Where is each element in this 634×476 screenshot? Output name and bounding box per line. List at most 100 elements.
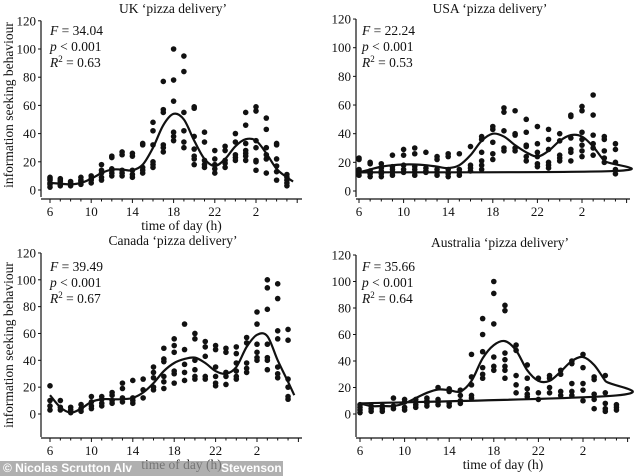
data-point [181,361,188,368]
panel-title: Australia ‘pizza delivery’ [431,235,569,250]
data-point [534,160,541,167]
data-point [467,143,474,150]
data-point [591,374,597,380]
data-point [491,278,497,285]
r-squared: R2 = 0.64 [361,290,413,306]
data-point [223,381,229,388]
data-point [479,371,486,378]
data-point [170,77,177,83]
data-point [456,166,463,173]
data-point [78,174,84,181]
data-point [401,404,408,411]
data-point [264,366,271,373]
data-point [491,367,497,374]
data-point [253,104,259,110]
data-point [513,390,519,396]
x-tick-label: 10 [398,443,411,458]
data-point [579,103,585,110]
x-tick-label: 14 [126,443,140,458]
data-point [534,123,541,130]
data-point [47,407,53,413]
data-point [401,396,408,403]
data-point [285,326,291,333]
data-point [243,365,250,372]
data-point [232,139,239,145]
data-point [457,392,464,399]
data-point [264,354,271,361]
data-point [88,403,95,409]
data-point [285,393,291,400]
x-axis-label: time of day (h) [141,218,222,233]
data-point [400,146,407,153]
data-point [478,162,485,169]
data-point [191,161,197,168]
data-point [264,306,271,313]
data-point [181,53,187,59]
data-point [233,350,240,357]
r-squared: R2 = 0.67 [49,290,101,306]
data-point [502,350,508,356]
data-point [490,139,496,146]
x-tick-label: 14 [443,443,457,458]
p-value: p < 0.001 [49,275,102,290]
data-point [523,116,530,123]
data-point [161,385,167,392]
data-point [590,112,596,118]
data-point [150,374,157,381]
y-tick-label: 100 [332,274,352,289]
data-point [546,384,553,391]
data-point [212,380,219,386]
data-point [242,157,249,164]
data-point [212,342,219,349]
data-point [545,159,552,166]
data-point [602,405,609,412]
data-point [390,395,397,401]
y-tick-label: 60 [338,98,351,113]
y-tick-label: 80 [23,70,36,85]
data-point [523,153,530,160]
data-point [612,140,619,147]
x-tick-label: 22 [208,204,221,219]
data-point [590,132,596,138]
r-squared: R2 = 0.53 [361,54,413,70]
x-tick-label: 2 [254,443,261,458]
data-point [139,140,146,147]
data-point [590,92,596,98]
y-tick-label: 60 [23,326,36,341]
y-tick-label: 40 [23,126,36,141]
x-tick-label: 2 [580,443,587,458]
data-point [242,147,249,154]
data-point [378,160,385,167]
data-point [523,129,530,136]
f-statistic: F = 34.04 [49,23,103,38]
p-value: p < 0.001 [361,39,414,54]
data-point [242,109,249,116]
f-statistic: F = 22.24 [361,23,415,38]
data-point [612,171,619,177]
y-tick-label: 20 [338,380,351,395]
data-point [191,104,197,110]
data-point [192,330,198,337]
data-point [201,139,208,145]
data-point [285,337,291,343]
data-point [170,133,177,140]
y-tick-label: 120 [17,245,37,260]
data-point [411,150,418,157]
x-tick-label: 22 [531,204,544,219]
data-point [202,344,209,350]
y-tick-label: 120 [332,12,352,27]
data-point [456,150,463,157]
data-point [212,346,219,353]
data-point [212,364,219,370]
data-point [160,106,167,113]
x-tick-label: 2 [579,204,586,219]
data-point [253,157,259,164]
x-tick-label: 6 [47,204,54,219]
data-point [212,170,218,176]
data-point [67,404,74,411]
data-point [160,149,167,155]
data-point [253,167,259,174]
